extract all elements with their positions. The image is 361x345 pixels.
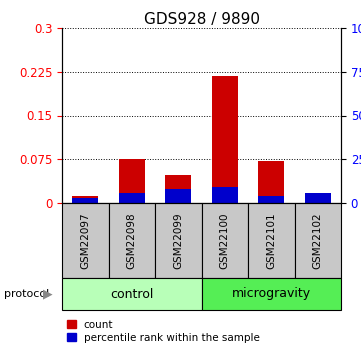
Text: GSM22097: GSM22097 bbox=[80, 212, 90, 269]
Bar bbox=[201, 278, 341, 310]
Bar bbox=[119, 159, 144, 203]
Text: microgravity: microgravity bbox=[232, 287, 311, 300]
Legend: count, percentile rank within the sample: count, percentile rank within the sample bbox=[67, 320, 260, 343]
Text: ▶: ▶ bbox=[43, 287, 52, 300]
Bar bbox=[62, 278, 201, 310]
Text: GSM22102: GSM22102 bbox=[313, 212, 323, 269]
Bar bbox=[201, 203, 248, 278]
Bar bbox=[73, 198, 98, 203]
Text: control: control bbox=[110, 287, 153, 300]
Bar bbox=[165, 175, 191, 203]
Bar bbox=[73, 196, 98, 203]
Bar bbox=[212, 187, 238, 203]
Bar bbox=[109, 203, 155, 278]
Bar bbox=[155, 203, 201, 278]
Bar bbox=[165, 189, 191, 203]
Title: GDS928 / 9890: GDS928 / 9890 bbox=[144, 12, 260, 27]
Bar bbox=[258, 196, 284, 203]
Bar bbox=[119, 193, 144, 203]
Bar bbox=[62, 203, 109, 278]
Bar bbox=[305, 193, 331, 203]
Text: protocol: protocol bbox=[4, 289, 49, 299]
Bar bbox=[305, 193, 331, 203]
Text: GSM22101: GSM22101 bbox=[266, 212, 276, 269]
Text: GSM22099: GSM22099 bbox=[173, 212, 183, 269]
Bar bbox=[258, 161, 284, 203]
Bar bbox=[212, 76, 238, 203]
Text: GSM22098: GSM22098 bbox=[127, 212, 137, 269]
Bar bbox=[248, 203, 295, 278]
Bar bbox=[295, 203, 341, 278]
Text: GSM22100: GSM22100 bbox=[220, 212, 230, 269]
